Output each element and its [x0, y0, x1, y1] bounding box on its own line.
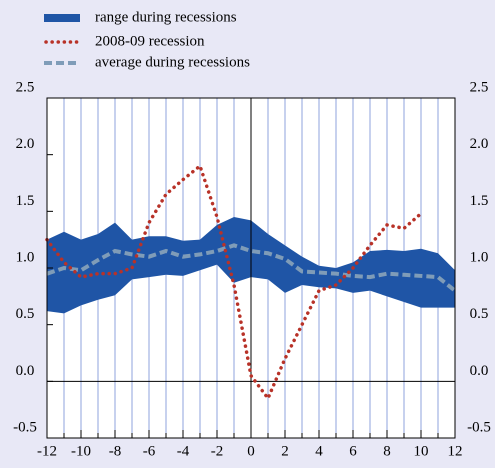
- x-tick-label: -6: [143, 443, 156, 459]
- legend-label: average during recessions: [95, 54, 250, 70]
- x-tick-label: -8: [109, 443, 122, 459]
- y2-tick-label: 2.0: [470, 136, 489, 152]
- x-tick-label: 4: [315, 443, 323, 459]
- legend-label: range during recessions: [95, 9, 237, 25]
- x-tick-label: 8: [383, 443, 391, 459]
- x-tick-label: 2: [281, 443, 289, 459]
- y-tick-label: 0.0: [16, 363, 35, 379]
- y2-tick-label: 1.5: [470, 193, 489, 209]
- x-tick-label: 12: [448, 443, 463, 459]
- y2-tick-label: 2.5: [470, 79, 489, 95]
- y-tick-label: 0.5: [16, 306, 35, 322]
- y-tick-label: 2.0: [16, 136, 35, 152]
- y2-tick-label: 0.0: [470, 363, 489, 379]
- y-tick-label: 2.5: [16, 79, 35, 95]
- y-tick-label: 1.0: [16, 249, 35, 265]
- legend-label: 2008-09 recession: [95, 33, 205, 49]
- x-tick-label: -10: [71, 443, 91, 459]
- x-tick-label: -12: [37, 443, 57, 459]
- y2-tick-label: -0.5: [467, 419, 491, 435]
- y2-tick-label: 1.0: [470, 249, 489, 265]
- x-tick-label: 0: [247, 443, 255, 459]
- x-tick-label: -2: [211, 443, 224, 459]
- legend-swatch: [44, 14, 80, 22]
- x-tick-label: -4: [177, 443, 190, 459]
- y2-tick-label: 0.5: [470, 306, 489, 322]
- y-tick-label: -0.5: [13, 419, 37, 435]
- series-line: [46, 243, 457, 293]
- y-tick-label: 1.5: [16, 193, 35, 209]
- series-line: [45, 163, 423, 402]
- x-tick-label: 6: [349, 443, 357, 459]
- x-tick-label: 10: [414, 443, 429, 459]
